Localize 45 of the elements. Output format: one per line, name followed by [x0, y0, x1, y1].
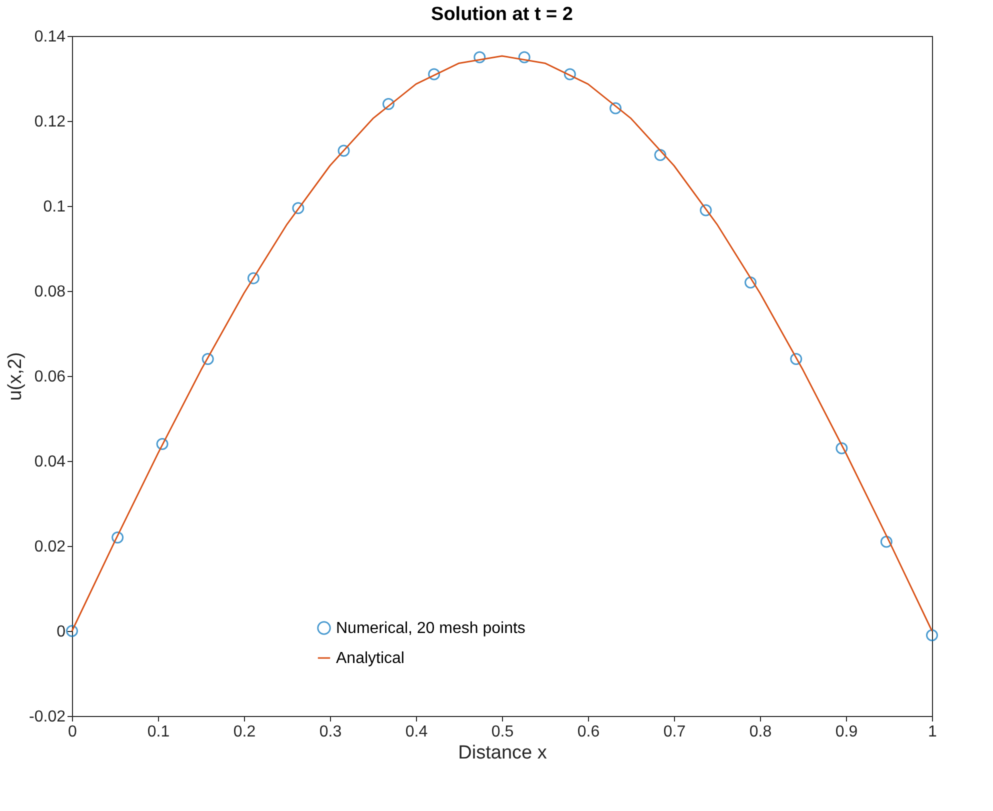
point [382, 98, 394, 110]
point [564, 68, 576, 80]
y-tick-label: 0.1 [43, 198, 66, 216]
legend-label: Numerical, 20 mesh points [336, 620, 526, 637]
x-tick-label: 0.1 [147, 724, 170, 740]
y-tick-label: 0.04 [34, 454, 66, 470]
x-tick-label: 0.6 [577, 724, 600, 740]
x-tick-label: 0.9 [835, 724, 858, 740]
x-tick-label: 0.2 [233, 724, 256, 740]
x-tick-label: 0.8 [749, 724, 772, 740]
point [112, 532, 124, 544]
x-tick-label: 0.3 [319, 724, 342, 740]
point [518, 51, 530, 64]
y-tick-label: 0.06 [34, 368, 66, 386]
y-axis-title: u(x,2) [5, 352, 26, 401]
x-tick-label: 1 [928, 724, 938, 740]
x-axis-title: Distance x [458, 742, 548, 764]
y-tick-label: 0.02 [34, 538, 66, 556]
point [202, 353, 214, 365]
y-tick-label: 0 [56, 624, 66, 640]
point [610, 102, 622, 114]
point [474, 51, 486, 64]
y-tick-label: 0.12 [34, 114, 66, 130]
point [790, 353, 802, 365]
point [156, 438, 168, 450]
point [338, 144, 350, 157]
point [292, 202, 304, 214]
y-tick-label: 0.08 [34, 284, 66, 300]
point [700, 204, 712, 216]
point [926, 629, 938, 642]
y-tick-label: 0.14 [34, 28, 66, 46]
chart-title: Solution at t = 2 [431, 4, 573, 25]
point [66, 625, 78, 637]
legend-label: Analytical [336, 650, 404, 667]
point [247, 272, 260, 284]
x-tick-label: 0 [68, 724, 78, 740]
point [836, 442, 848, 454]
x-tick-label: 0.5 [491, 724, 514, 740]
point [880, 536, 892, 548]
point [428, 68, 440, 80]
y-tick-label: -0.02 [29, 708, 66, 726]
x-tick-label: 0.4 [405, 724, 428, 740]
point [744, 276, 757, 288]
x-tick-label: 0.7 [663, 724, 686, 740]
point [654, 149, 666, 161]
